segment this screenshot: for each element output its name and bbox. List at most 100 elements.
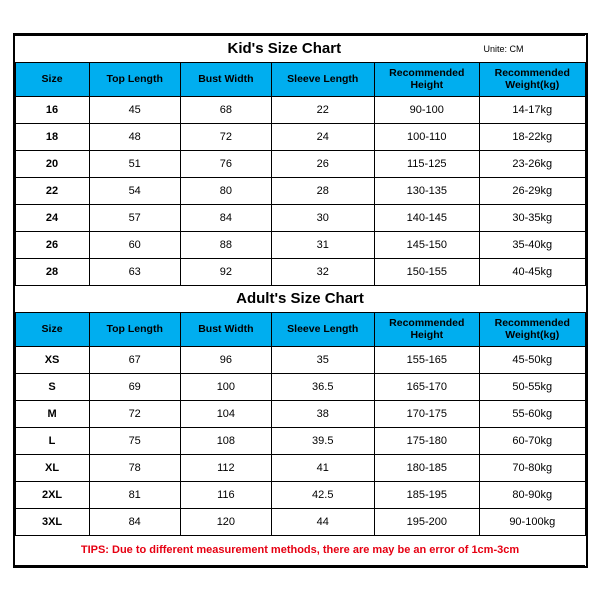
col-rec-weight: Recommended Weight(kg) <box>480 62 586 96</box>
cell: 150-155 <box>374 258 479 285</box>
cell: 90-100kg <box>480 508 586 535</box>
table-row: XL 78 112 41 180-185 70-80kg <box>15 454 585 481</box>
adults-title: Adult's Size Chart <box>15 285 585 312</box>
cell: 170-175 <box>374 400 479 427</box>
cell: 14-17kg <box>480 96 586 123</box>
cell-size: XS <box>15 346 89 373</box>
cell: 32 <box>271 258 374 285</box>
cell-size: M <box>15 400 89 427</box>
cell: 175-180 <box>374 427 479 454</box>
cell: 35-40kg <box>480 231 586 258</box>
cell: 90-100 <box>374 96 479 123</box>
cell-size: 24 <box>15 204 89 231</box>
cell: 115-125 <box>374 150 479 177</box>
cell-size: XL <box>15 454 89 481</box>
col-size: Size <box>15 62 89 96</box>
cell: 120 <box>180 508 271 535</box>
tips-row: TIPS: Due to different measurement metho… <box>15 535 585 565</box>
cell-size: 20 <box>15 150 89 177</box>
col-rec-height: Recommended Height <box>374 312 479 346</box>
col-sleeve-length: Sleeve Length <box>271 312 374 346</box>
cell: 28 <box>271 177 374 204</box>
cell: 104 <box>180 400 271 427</box>
cell: 72 <box>89 400 180 427</box>
size-chart-table: Kid's Size Chart Unite: CM Size Top Leng… <box>15 35 586 566</box>
cell: 155-165 <box>374 346 479 373</box>
table-row: 16 45 68 22 90-100 14-17kg <box>15 96 585 123</box>
cell: 195-200 <box>374 508 479 535</box>
cell-size: 28 <box>15 258 89 285</box>
cell-size: 18 <box>15 123 89 150</box>
cell: 69 <box>89 373 180 400</box>
cell: 80 <box>180 177 271 204</box>
cell: 39.5 <box>271 427 374 454</box>
cell: 22 <box>271 96 374 123</box>
cell: 23-26kg <box>480 150 586 177</box>
cell: 41 <box>271 454 374 481</box>
table-row: 28 63 92 32 150-155 40-45kg <box>15 258 585 285</box>
cell: 75 <box>89 427 180 454</box>
cell: 140-145 <box>374 204 479 231</box>
table-row: 3XL 84 120 44 195-200 90-100kg <box>15 508 585 535</box>
adults-title-row: Adult's Size Chart <box>15 285 585 312</box>
cell: 80-90kg <box>480 481 586 508</box>
cell: 145-150 <box>374 231 479 258</box>
cell: 84 <box>180 204 271 231</box>
cell: 57 <box>89 204 180 231</box>
cell: 78 <box>89 454 180 481</box>
cell: 72 <box>180 123 271 150</box>
table-row: 20 51 76 26 115-125 23-26kg <box>15 150 585 177</box>
col-top-length: Top Length <box>89 312 180 346</box>
col-rec-height: Recommended Height <box>374 62 479 96</box>
cell: 26-29kg <box>480 177 586 204</box>
cell: 50-55kg <box>480 373 586 400</box>
col-bust-width: Bust Width <box>180 62 271 96</box>
cell: 51 <box>89 150 180 177</box>
cell: 24 <box>271 123 374 150</box>
cell: 44 <box>271 508 374 535</box>
adults-header-row: Size Top Length Bust Width Sleeve Length… <box>15 312 585 346</box>
table-row: L 75 108 39.5 175-180 60-70kg <box>15 427 585 454</box>
cell: 100-110 <box>374 123 479 150</box>
cell: 165-170 <box>374 373 479 400</box>
cell: 31 <box>271 231 374 258</box>
cell: 92 <box>180 258 271 285</box>
cell: 63 <box>89 258 180 285</box>
col-top-length: Top Length <box>89 62 180 96</box>
table-row: 18 48 72 24 100-110 18-22kg <box>15 123 585 150</box>
kids-title: Kid's Size Chart <box>89 35 479 62</box>
col-sleeve-length: Sleeve Length <box>271 62 374 96</box>
cell: 30 <box>271 204 374 231</box>
col-bust-width: Bust Width <box>180 312 271 346</box>
cell: 81 <box>89 481 180 508</box>
col-size: Size <box>15 312 89 346</box>
cell: 130-135 <box>374 177 479 204</box>
table-row: 26 60 88 31 145-150 35-40kg <box>15 231 585 258</box>
cell: 84 <box>89 508 180 535</box>
cell: 42.5 <box>271 481 374 508</box>
cell: 55-60kg <box>480 400 586 427</box>
cell: 68 <box>180 96 271 123</box>
cell: 100 <box>180 373 271 400</box>
cell: 108 <box>180 427 271 454</box>
cell: 185-195 <box>374 481 479 508</box>
table-row: M 72 104 38 170-175 55-60kg <box>15 400 585 427</box>
cell: 60-70kg <box>480 427 586 454</box>
cell-size: 22 <box>15 177 89 204</box>
cell: 70-80kg <box>480 454 586 481</box>
size-chart-container: Kid's Size Chart Unite: CM Size Top Leng… <box>13 33 588 568</box>
cell: 76 <box>180 150 271 177</box>
cell: 96 <box>180 346 271 373</box>
cell-size: S <box>15 373 89 400</box>
kids-title-row: Kid's Size Chart Unite: CM <box>15 35 585 62</box>
cell: 48 <box>89 123 180 150</box>
table-row: 2XL 81 116 42.5 185-195 80-90kg <box>15 481 585 508</box>
cell-size: 26 <box>15 231 89 258</box>
cell-size: 3XL <box>15 508 89 535</box>
cell: 26 <box>271 150 374 177</box>
table-row: 24 57 84 30 140-145 30-35kg <box>15 204 585 231</box>
cell: 35 <box>271 346 374 373</box>
cell: 45-50kg <box>480 346 586 373</box>
cell: 40-45kg <box>480 258 586 285</box>
cell-size: 16 <box>15 96 89 123</box>
